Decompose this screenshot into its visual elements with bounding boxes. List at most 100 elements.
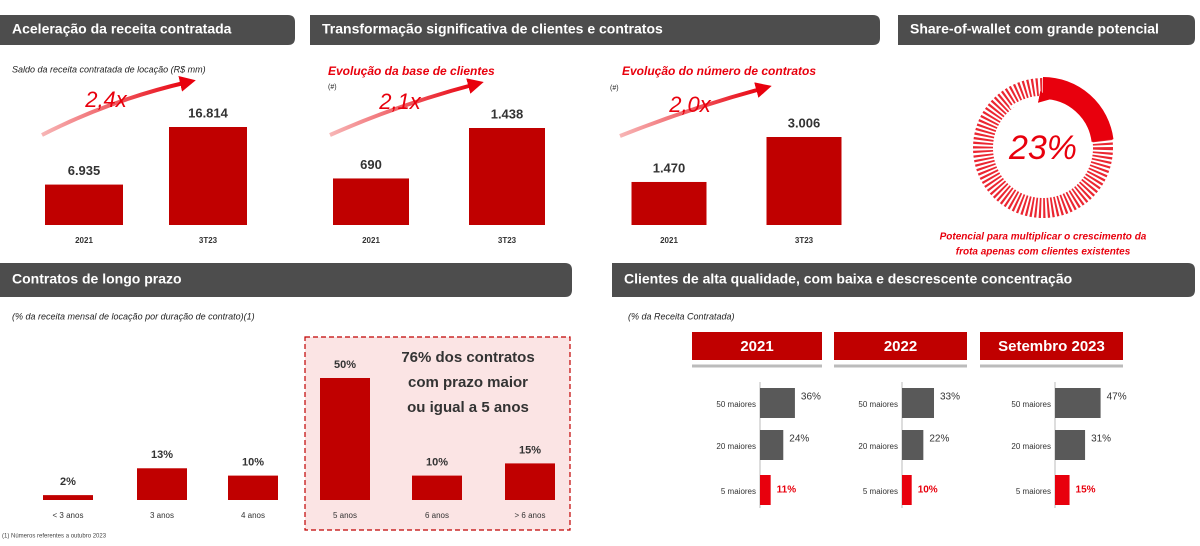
bar	[505, 463, 555, 500]
bar	[1055, 475, 1070, 505]
bar	[169, 127, 247, 225]
footnote: (1) Números referentes a outubro 2023	[2, 534, 107, 540]
box-annotation: 76% dos contratos	[401, 349, 534, 366]
bar	[469, 128, 545, 225]
value-label: 33%	[940, 392, 960, 403]
donut-caption: frota apenas com clientes existentes	[956, 247, 1131, 258]
section-header	[898, 15, 1195, 45]
panel-header	[834, 332, 967, 360]
bar	[45, 184, 123, 225]
section-header	[0, 15, 295, 45]
bar	[137, 468, 187, 500]
unit-label: (#)	[610, 85, 619, 92]
bar	[760, 475, 771, 505]
donut-ring	[973, 78, 1113, 218]
section-header	[0, 263, 572, 297]
y-tick-label: 5 maiores	[721, 487, 756, 496]
x-tick-label: 2021	[362, 236, 380, 245]
chart-subtitle: (% da Receita Contratada)	[628, 311, 735, 321]
value-label: 31%	[1091, 434, 1111, 445]
bar	[1055, 388, 1101, 418]
growth-annotation: 2,0x	[668, 92, 712, 117]
value-label: 13%	[151, 449, 173, 461]
chart-subtitle: (% da receita mensal de locação por dura…	[12, 311, 255, 321]
x-tick-label: < 3 anos	[53, 511, 84, 520]
unit-label: (#)	[328, 84, 337, 91]
donut-label: 23%	[1008, 129, 1077, 167]
section-header-text: Clientes de alta qualidade, com baixa e …	[624, 271, 1072, 287]
legend-label: 2022	[884, 338, 917, 355]
bar	[320, 378, 370, 500]
y-tick-label: 20 maiores	[858, 442, 898, 451]
value-label: 10%	[242, 457, 264, 469]
bar	[902, 475, 912, 505]
section-header-text: Transformação significativa de clientes …	[322, 21, 663, 37]
section-header	[310, 15, 880, 45]
x-tick-label: 3 anos	[150, 511, 174, 520]
y-tick-label: 20 maiores	[716, 442, 756, 451]
value-label: 10%	[426, 457, 448, 469]
value-label: 36%	[801, 392, 821, 403]
donut-arrow	[1009, 90, 1051, 110]
value-label: 690	[360, 157, 382, 172]
section-header	[612, 263, 1195, 297]
value-label: 1.438	[491, 106, 524, 121]
bar	[760, 388, 795, 418]
bar	[902, 388, 935, 418]
section-header-text: Aceleração da receita contratada	[12, 21, 232, 37]
bar	[1055, 430, 1086, 460]
value-label: 22%	[929, 434, 949, 445]
value-label: 6.935	[68, 163, 101, 178]
x-tick-label: > 6 anos	[515, 511, 546, 520]
x-tick-label: 2021	[660, 236, 678, 245]
bar	[228, 475, 278, 500]
x-tick-label: 6 anos	[425, 511, 449, 520]
chart-subtitle: Saldo da receita contratada de locação (…	[12, 64, 206, 74]
value-label: 15%	[1076, 485, 1096, 496]
x-tick-label: 3T23	[795, 236, 814, 245]
section-header-text: Share-of-wallet com grande potencial	[910, 21, 1159, 37]
growth-annotation: 2,1x	[378, 89, 422, 114]
y-tick-label: 50 maiores	[716, 400, 756, 409]
x-tick-label: 4 anos	[241, 511, 265, 520]
value-label: 10%	[918, 485, 938, 496]
y-tick-label: 50 maiores	[858, 400, 898, 409]
value-label: 24%	[789, 434, 809, 445]
donut-arc	[972, 77, 1114, 219]
value-label: 47%	[1107, 392, 1127, 403]
panel-header	[980, 332, 1123, 360]
value-label: 2%	[60, 476, 76, 488]
bar	[412, 475, 462, 500]
legend-label: 2021	[740, 338, 773, 355]
value-label: 1.470	[653, 160, 686, 175]
bar	[333, 178, 409, 225]
y-tick-label: 5 maiores	[1016, 487, 1051, 496]
chart-subtitle: Evolução da base de clientes	[328, 64, 495, 78]
y-tick-label: 5 maiores	[863, 487, 898, 496]
value-label: 3.006	[788, 115, 821, 130]
growth-arrow	[41, 76, 196, 137]
x-tick-label: 2021	[75, 236, 93, 245]
bar	[760, 430, 784, 460]
section-header-text: Contratos de longo prazo	[12, 271, 182, 287]
box-annotation: ou igual a 5 anos	[407, 399, 529, 416]
value-label: 50%	[334, 359, 356, 371]
x-tick-label: 5 anos	[333, 511, 357, 520]
box-annotation: com prazo maior	[408, 374, 528, 391]
growth-arrow	[329, 78, 484, 137]
panel-header	[692, 332, 822, 360]
y-tick-label: 20 maiores	[1011, 442, 1051, 451]
value-label: 15%	[519, 444, 541, 456]
bar	[766, 137, 842, 225]
growth-annotation: 2,4x	[84, 87, 128, 112]
chart-subtitle: Evolução do número de contratos	[622, 64, 816, 78]
donut-caption: Potencial para multiplicar o crescimento…	[940, 232, 1147, 243]
legend-label: Setembro 2023	[998, 338, 1105, 355]
value-label: 11%	[777, 485, 797, 496]
x-tick-label: 3T23	[498, 236, 517, 245]
x-tick-label: 3T23	[199, 236, 218, 245]
value-label: 16.814	[188, 105, 229, 120]
bar	[631, 181, 707, 225]
bar	[43, 495, 93, 500]
